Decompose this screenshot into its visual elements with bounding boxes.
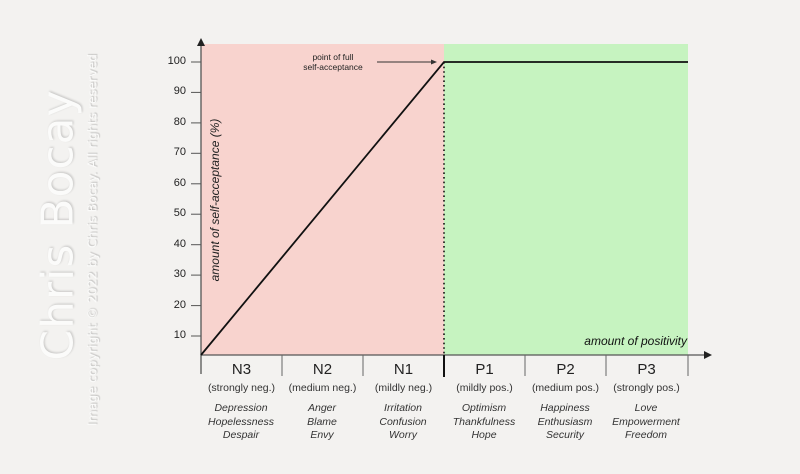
- y-tick-label: 50: [173, 207, 186, 219]
- category-desc: (mildly neg.): [374, 382, 433, 394]
- emotions-n1: Irritation Confusion Worry: [353, 402, 453, 443]
- y-tick-label: 60: [173, 177, 186, 189]
- emotion: Optimism: [461, 402, 507, 414]
- category-desc: (medium pos.): [531, 382, 600, 394]
- category-desc: (strongly pos.): [613, 382, 680, 394]
- category-n2: N2 (medium neg.): [282, 361, 363, 395]
- emotion: Hope: [471, 429, 497, 441]
- annotation-line2: self-acceptance: [303, 62, 363, 72]
- category-dividers: [281, 355, 689, 376]
- annotation-arrow-head: [431, 59, 437, 65]
- category-code: P1: [475, 361, 494, 378]
- emotion: Confusion: [379, 415, 427, 428]
- emotion: Worry: [389, 429, 417, 441]
- x-axis-label: amount of positivity: [584, 334, 688, 348]
- emotion: Security: [546, 429, 584, 441]
- y-tick-label: 20: [173, 299, 186, 311]
- emotions-p1: Optimism Thankfulness Hope: [434, 402, 534, 443]
- emotions-p3: Love Empowerment Freedom: [596, 402, 696, 443]
- emotion: Love: [634, 402, 658, 414]
- y-tick-label: 10: [173, 329, 186, 341]
- emotion: Depression: [214, 402, 268, 414]
- y-tick-label: 80: [173, 116, 186, 128]
- emotion: Hopelessness: [208, 415, 274, 428]
- category-code: N1: [393, 361, 414, 378]
- emotion: Thankfulness: [452, 415, 516, 428]
- emotions-p2: Happiness Enthusiasm Security: [515, 402, 615, 443]
- emotion: Anger: [307, 402, 337, 414]
- category-p2: P2 (medium pos.): [525, 361, 606, 395]
- category-code: P3: [637, 361, 656, 378]
- emotion: Enthusiasm: [537, 415, 593, 428]
- y-tick-label: 100: [167, 55, 186, 67]
- x-axis-arrow: [704, 351, 712, 359]
- self-acceptance-line: [200, 61, 688, 356]
- emotions-n2: Anger Blame Envy: [272, 402, 372, 443]
- emotion: Happiness: [540, 402, 590, 414]
- emotion: Despair: [222, 429, 260, 441]
- positive-zone: [444, 44, 688, 355]
- emotion: Irritation: [384, 402, 422, 414]
- negative-zone: [201, 44, 444, 355]
- category-desc: (strongly neg.): [207, 382, 276, 394]
- category-p3: P3 (strongly pos.): [606, 361, 687, 395]
- category-desc: (medium neg.): [288, 382, 357, 394]
- y-ticks: [191, 61, 201, 337]
- y-tick-label: 40: [173, 238, 186, 250]
- y-tick-label: 90: [173, 85, 186, 97]
- category-desc: (mildly pos.): [456, 382, 513, 394]
- emotion: Freedom: [624, 429, 667, 441]
- category-code: P2: [556, 361, 575, 378]
- category-code: N2: [312, 361, 333, 378]
- y-axis-label: amount of self-acceptance (%): [208, 119, 222, 282]
- annotation-line1: point of full: [312, 52, 353, 62]
- emotion: Empowerment: [612, 415, 680, 428]
- y-axis-arrow: [197, 38, 205, 46]
- y-tick-label: 70: [173, 146, 186, 158]
- category-p1: P1 (mildly pos.): [444, 361, 525, 395]
- y-tick-label: 30: [173, 268, 186, 280]
- emotion: Envy: [310, 429, 334, 441]
- emotion: Blame: [307, 415, 337, 428]
- emotions-n3: Depression Hopelessness Despair: [191, 402, 291, 443]
- category-code: N3: [231, 361, 252, 378]
- category-n3: N3 (strongly neg.): [201, 361, 282, 395]
- category-n1: N1 (mildly neg.): [363, 361, 444, 395]
